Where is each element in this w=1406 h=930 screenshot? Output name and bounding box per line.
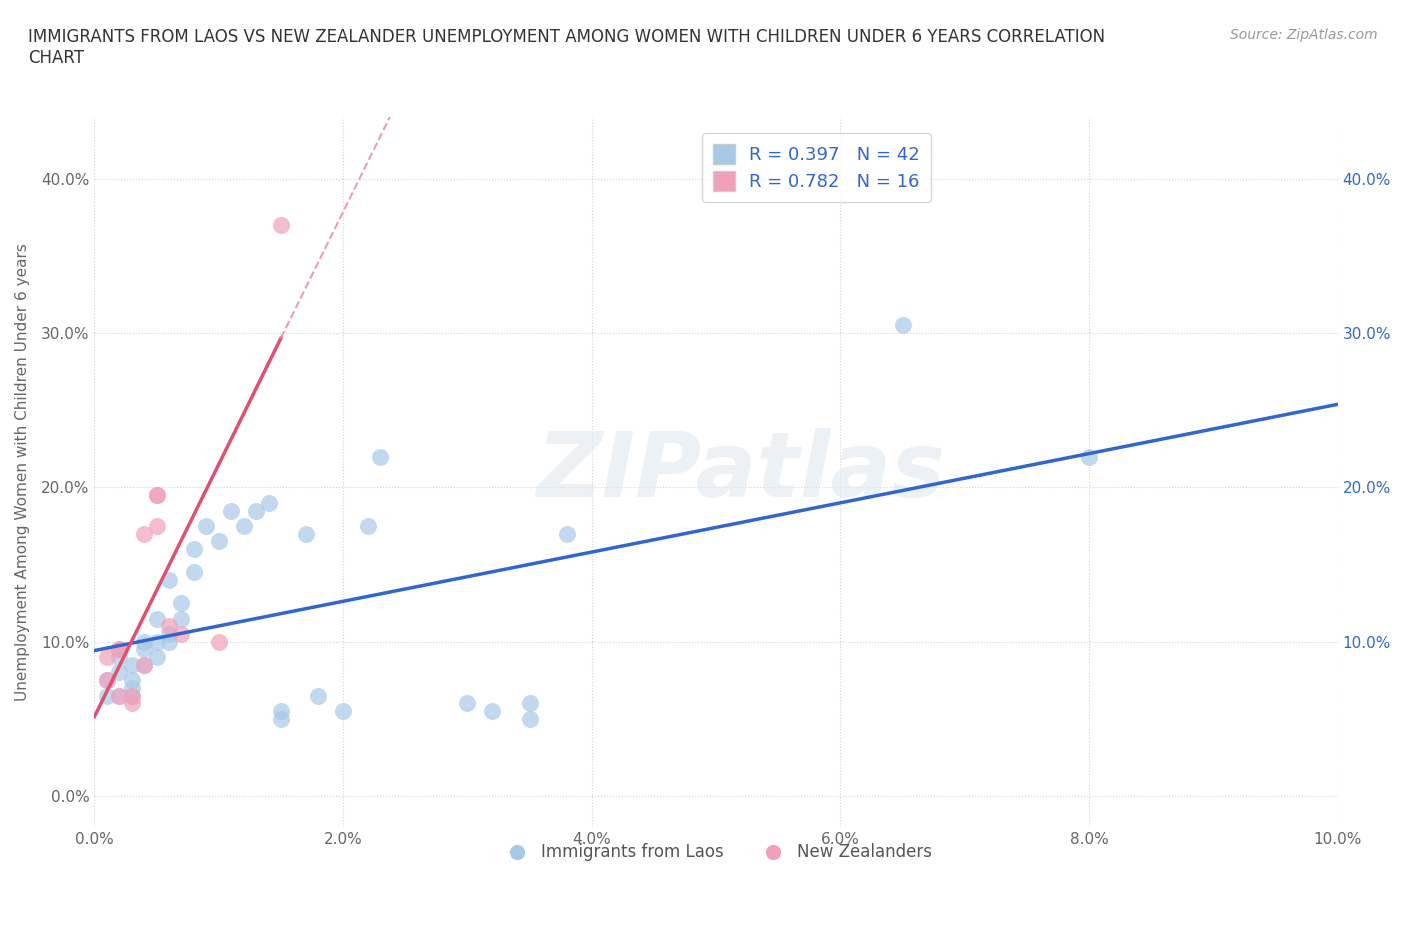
Point: [145, 487, 167, 502]
Point: [108, 650, 131, 665]
Point: [357, 519, 380, 534]
Point: [145, 634, 167, 649]
Point: [295, 526, 318, 541]
Point: [195, 519, 218, 534]
Point: [183, 565, 205, 579]
Point: [121, 696, 143, 711]
Point: [108, 688, 131, 703]
Point: [134, 642, 156, 657]
Point: [157, 573, 180, 588]
Point: [208, 534, 231, 549]
Y-axis label: Unemployment Among Women with Children Under 6 years: Unemployment Among Women with Children U…: [15, 243, 30, 701]
Point: [170, 611, 193, 626]
Point: [157, 634, 180, 649]
Point: [121, 681, 143, 696]
Point: [96, 650, 118, 665]
Point: [332, 704, 354, 719]
Point: [134, 526, 156, 541]
Point: [270, 711, 292, 726]
Point: [183, 541, 205, 556]
Point: [456, 696, 478, 711]
Point: [96, 672, 118, 687]
Point: [134, 658, 156, 672]
Point: [121, 688, 143, 703]
Text: Source: ZipAtlas.com: Source: ZipAtlas.com: [1230, 28, 1378, 42]
Point: [270, 218, 292, 232]
Point: [1078, 449, 1101, 464]
Point: [108, 688, 131, 703]
Point: [170, 595, 193, 610]
Point: [145, 611, 167, 626]
Point: [555, 526, 578, 541]
Point: [481, 704, 503, 719]
Point: [245, 503, 267, 518]
Point: [134, 634, 156, 649]
Point: [257, 496, 280, 511]
Point: [145, 650, 167, 665]
Point: [134, 658, 156, 672]
Point: [232, 519, 254, 534]
Point: [108, 642, 131, 657]
Point: [108, 665, 131, 680]
Point: [157, 618, 180, 633]
Point: [96, 672, 118, 687]
Point: [519, 696, 541, 711]
Point: [96, 688, 118, 703]
Point: [307, 688, 329, 703]
Point: [121, 688, 143, 703]
Text: IMMIGRANTS FROM LAOS VS NEW ZEALANDER UNEMPLOYMENT AMONG WOMEN WITH CHILDREN UND: IMMIGRANTS FROM LAOS VS NEW ZEALANDER UN…: [28, 28, 1105, 67]
Point: [270, 704, 292, 719]
Point: [157, 627, 180, 642]
Point: [121, 658, 143, 672]
Point: [891, 318, 914, 333]
Point: [519, 711, 541, 726]
Point: [219, 503, 242, 518]
Legend: Immigrants from Laos, New Zealanders: Immigrants from Laos, New Zealanders: [494, 837, 938, 868]
Point: [108, 642, 131, 657]
Point: [208, 634, 231, 649]
Point: [170, 627, 193, 642]
Point: [145, 487, 167, 502]
Text: ZIPatlas: ZIPatlas: [537, 428, 945, 516]
Point: [370, 449, 392, 464]
Point: [121, 672, 143, 687]
Point: [145, 519, 167, 534]
